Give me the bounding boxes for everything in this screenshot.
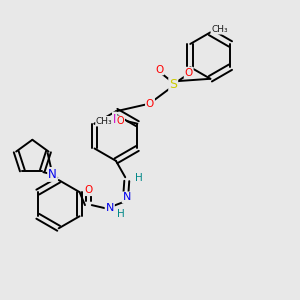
Text: CH₃: CH₃ (96, 117, 112, 126)
Text: N: N (106, 203, 114, 213)
Text: CH₃: CH₃ (211, 25, 228, 34)
Text: O: O (85, 185, 93, 195)
Text: N: N (48, 168, 57, 181)
Text: N: N (123, 192, 131, 203)
Text: O: O (146, 99, 154, 109)
Text: S: S (169, 79, 177, 92)
Text: O: O (184, 68, 193, 78)
Text: I: I (113, 112, 116, 125)
Text: H: H (135, 173, 143, 184)
Text: H: H (117, 209, 125, 219)
Text: O: O (155, 64, 164, 74)
Text: O: O (117, 116, 124, 126)
